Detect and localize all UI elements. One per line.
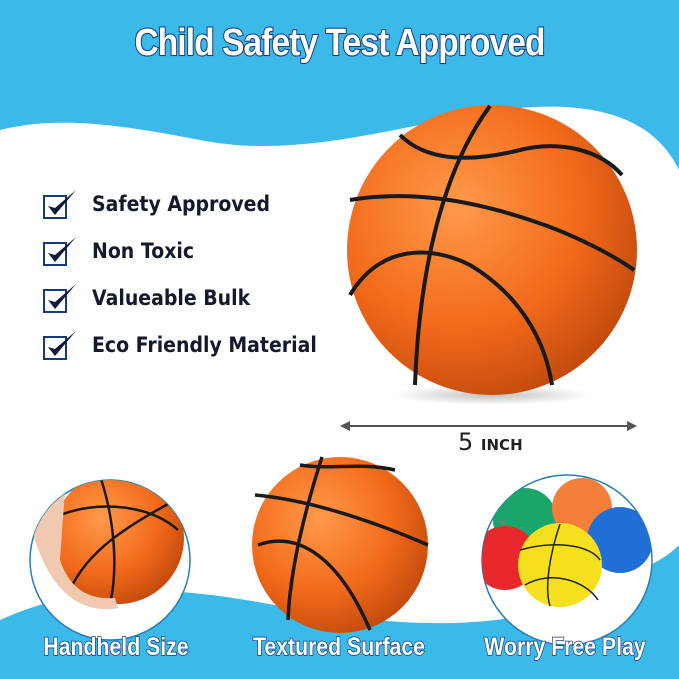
feature-item: Safety Approved (42, 180, 342, 227)
size-arrow (340, 421, 637, 431)
highlight-label: Handheld Size (43, 632, 190, 662)
feature-label: Non Toxic (92, 238, 195, 263)
feature-item: Eco Friendly Material (42, 321, 342, 368)
feature-label: Safety Approved (92, 191, 271, 216)
checkbox-checked-icon (43, 283, 76, 313)
size-label: 5 INCH (458, 428, 523, 456)
worry-free-play-image (481, 474, 653, 646)
checkbox-checked-icon (43, 236, 76, 266)
page-title: Child Safety Test Approved (134, 21, 547, 65)
feature-list: Safety Approved Non Toxic Valueable Bulk… (42, 180, 342, 368)
feature-item: Valueable Bulk (42, 274, 342, 321)
size-value: 5 (458, 428, 474, 456)
checkbox-checked-icon (43, 189, 76, 219)
highlight-label: Worry Free Play (484, 632, 647, 662)
textured-surface-image (252, 456, 429, 633)
size-unit: INCH (480, 436, 523, 454)
main-basketball (347, 104, 637, 395)
highlight-label: Textured Surface (252, 632, 426, 662)
feature-label: Valueable Bulk (92, 285, 251, 310)
feature-label: Eco Friendly Material (92, 332, 317, 357)
checkbox-checked-icon (43, 330, 76, 360)
feature-item: Non Toxic (42, 227, 342, 274)
handheld-size-image (29, 479, 191, 641)
